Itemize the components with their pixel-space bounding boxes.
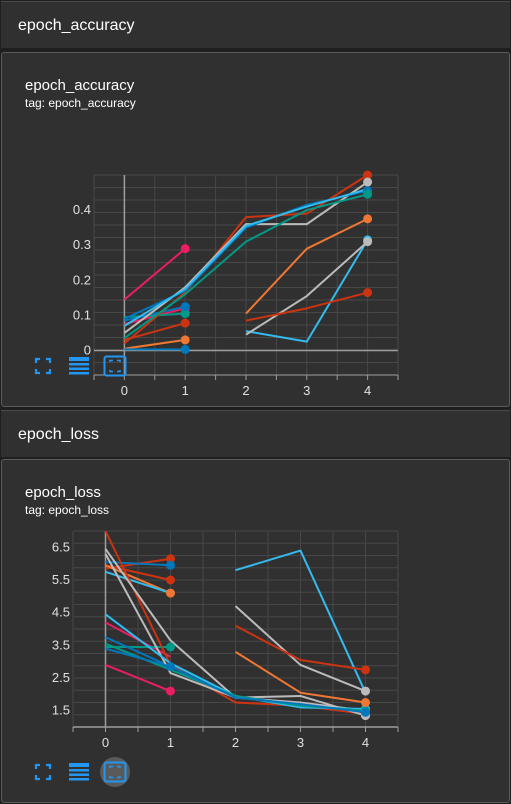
fit-domain-icon — [103, 355, 127, 377]
series-line — [124, 338, 186, 350]
plot-area — [123, 175, 369, 351]
series-line — [123, 247, 186, 301]
series-end-marker — [361, 665, 370, 675]
series-end-marker — [361, 707, 370, 717]
series-end-marker — [180, 335, 190, 345]
plot-area — [104, 531, 367, 717]
series-end-marker — [363, 189, 373, 199]
data-table-icon — [69, 763, 89, 781]
chart-tag: tag: epoch_loss — [25, 503, 110, 517]
fullscreen-button[interactable] — [28, 757, 58, 787]
x-tick-label: 1 — [167, 735, 174, 750]
series-line — [105, 647, 366, 714]
series-line — [235, 624, 366, 671]
y-tick-label: 0.3 — [73, 237, 91, 252]
y-tick-label: 0.4 — [73, 202, 91, 217]
series-line — [245, 240, 369, 336]
series-line — [124, 322, 186, 341]
series-end-marker — [166, 560, 175, 570]
y-tick-label: 3.5 — [52, 637, 70, 652]
fullscreen-icon — [34, 763, 52, 781]
grid — [72, 530, 399, 728]
x-tick-label: 1 — [182, 383, 189, 398]
x-tick-label: 2 — [242, 383, 249, 398]
series-end-marker — [363, 170, 373, 180]
series-line — [105, 664, 171, 692]
series-line — [245, 291, 368, 322]
y-tick-label: 1.5 — [52, 703, 70, 718]
x-tick-label: 2 — [232, 735, 239, 750]
x-tick-label: 0 — [121, 383, 128, 398]
series-line — [105, 636, 171, 668]
chart-title: epoch_accuracy — [25, 77, 135, 94]
series-line — [123, 181, 369, 334]
chart-card-epoch-accuracy: epoch_accuracy tag: epoch_accuracy 0 1 2 3 4… — [1, 52, 510, 407]
section-header-epoch-loss[interactable]: epoch_loss — [1, 410, 510, 457]
series-line — [105, 564, 171, 581]
data-table-button[interactable] — [64, 351, 94, 381]
y-tick-label: 2.5 — [52, 670, 70, 685]
grid — [93, 174, 399, 376]
data-table-button[interactable] — [64, 757, 94, 787]
series-line — [124, 305, 186, 322]
series-end-marker — [180, 318, 190, 328]
loss-chart[interactable]: 0 1 2 3 4 1.5 2.5 3.5 4.5 5.5 6.5 — [2, 460, 511, 804]
series-end-marker — [180, 309, 190, 319]
fit-domain-icon — [103, 761, 127, 783]
y-tick-label: 0.1 — [73, 307, 91, 322]
series-end-marker — [166, 662, 175, 672]
fit-domain-button[interactable] — [100, 757, 130, 787]
series-line — [234, 651, 366, 704]
chart-tag: tag: epoch_accuracy — [25, 96, 136, 110]
y-tick-label: 0 — [84, 342, 91, 357]
fullscreen-icon — [34, 357, 52, 375]
section-header-label: epoch_accuracy — [18, 17, 135, 34]
series-end-marker — [166, 588, 175, 598]
series-end-marker — [361, 686, 370, 696]
series-end-marker — [180, 244, 190, 254]
y-tick-label: 0.2 — [73, 272, 91, 287]
series-line — [123, 193, 368, 339]
series-end-marker — [166, 642, 175, 652]
x-tick-label: 0 — [102, 735, 109, 750]
data-table-icon — [69, 357, 89, 375]
section-header-label: epoch_loss — [18, 426, 99, 443]
series-end-marker — [180, 302, 190, 312]
fullscreen-button[interactable] — [28, 351, 58, 381]
section-header-epoch-accuracy[interactable]: epoch_accuracy — [1, 1, 510, 48]
series-end-marker — [166, 554, 175, 564]
x-tick-label: 4 — [364, 383, 371, 398]
series-line — [234, 605, 366, 692]
x-tick-label: 3 — [303, 383, 310, 398]
chart-title: epoch_loss — [25, 484, 101, 501]
series-end-marker — [363, 214, 373, 224]
chart-card-epoch-loss: epoch_loss tag: epoch_loss 0 1 2 3 4 1.5 2.5 3.… — [1, 459, 510, 803]
series-end-marker — [363, 237, 373, 247]
series-line — [235, 549, 367, 694]
series-end-marker — [180, 344, 190, 354]
series-line — [245, 217, 369, 315]
series-line — [105, 564, 171, 594]
x-tick-label: 4 — [362, 735, 369, 750]
series-end-marker — [166, 686, 175, 696]
accuracy-chart[interactable]: 0 1 2 3 4 0 0.1 0.2 0.3 0.4 — [2, 53, 511, 408]
series-line — [123, 188, 368, 327]
series-end-marker — [361, 698, 370, 707]
fit-domain-button[interactable] — [100, 351, 130, 381]
series-end-marker — [363, 288, 373, 298]
series-end-marker — [166, 575, 175, 585]
y-tick-label: 4.5 — [52, 605, 70, 620]
y-tick-label: 5.5 — [52, 572, 70, 587]
series-line — [245, 239, 369, 343]
y-tick-label: 6.5 — [52, 539, 70, 554]
x-tick-label: 3 — [297, 735, 304, 750]
series-end-marker — [363, 177, 373, 187]
